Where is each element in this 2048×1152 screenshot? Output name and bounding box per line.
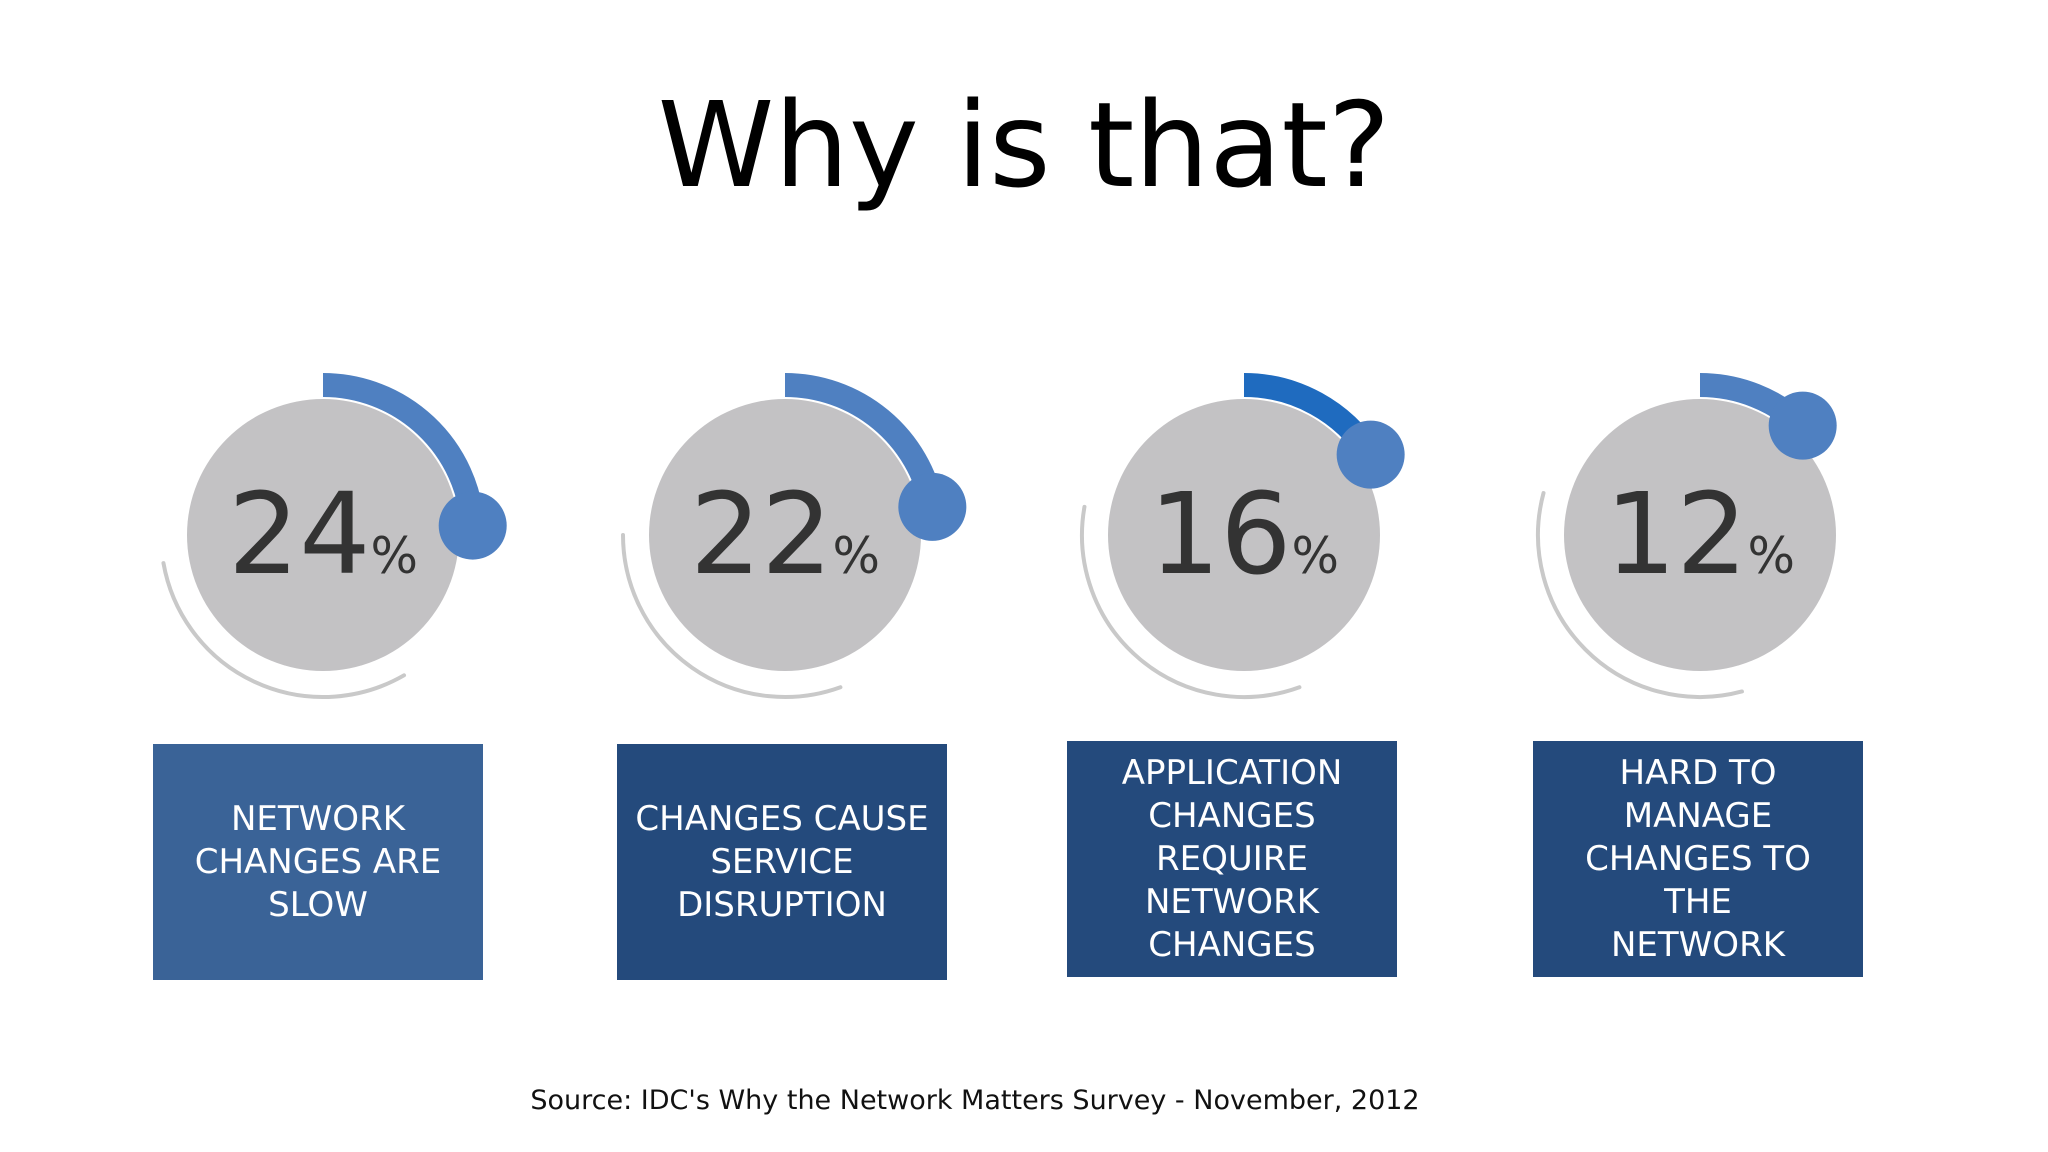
gauge-end-dot	[438, 491, 507, 560]
page-title: Why is that?	[657, 76, 1391, 214]
gauge-2: 22%	[621, 373, 967, 699]
gauge-ring	[621, 533, 843, 699]
source-note: Source: IDC's Why the Network Matters Su…	[530, 1085, 1420, 1116]
gauge-percent-sign: %	[1748, 527, 1796, 585]
gauge-end-dot	[898, 472, 967, 541]
gauge-ring	[1080, 504, 1302, 699]
gauge-disc	[1564, 399, 1836, 671]
gauge-value-label: 22%	[690, 470, 880, 600]
gauge-value-number: 22	[690, 470, 833, 600]
label-box-3: APPLICATION CHANGES REQUIRE NETWORK CHAN…	[1067, 741, 1397, 977]
label-box-4: HARD TO MANAGE CHANGES TO THE NETWORK	[1533, 741, 1863, 977]
gauge-disc	[1108, 399, 1380, 671]
gauge-value-label: 24%	[228, 470, 418, 600]
gauge-disc	[649, 399, 921, 671]
gauge-end-dot	[1768, 391, 1837, 460]
gauge-value-label: 12%	[1605, 470, 1795, 600]
gauge-end-dot	[1336, 420, 1405, 489]
gauge-disc	[187, 399, 459, 671]
gauge-ring	[1536, 491, 1744, 699]
gauge-value-number: 16	[1149, 470, 1292, 600]
gauge-3: 16%	[1080, 373, 1405, 699]
gauge-1: 24%	[161, 373, 507, 699]
gauge-value-number: 12	[1605, 470, 1748, 600]
gauge-ring	[161, 561, 406, 699]
gauge-4: 12%	[1536, 373, 1837, 699]
gauge-value-number: 24	[228, 470, 371, 600]
gauge-percent-sign: %	[1292, 527, 1340, 585]
gauge-percent-sign: %	[833, 527, 881, 585]
gauge-value-label: 16%	[1149, 470, 1339, 600]
gauge-percent-sign: %	[371, 527, 419, 585]
label-box-1: NETWORK CHANGES ARE SLOW	[153, 744, 483, 980]
label-box-2: CHANGES CAUSE SERVICE DISRUPTION	[617, 744, 947, 980]
